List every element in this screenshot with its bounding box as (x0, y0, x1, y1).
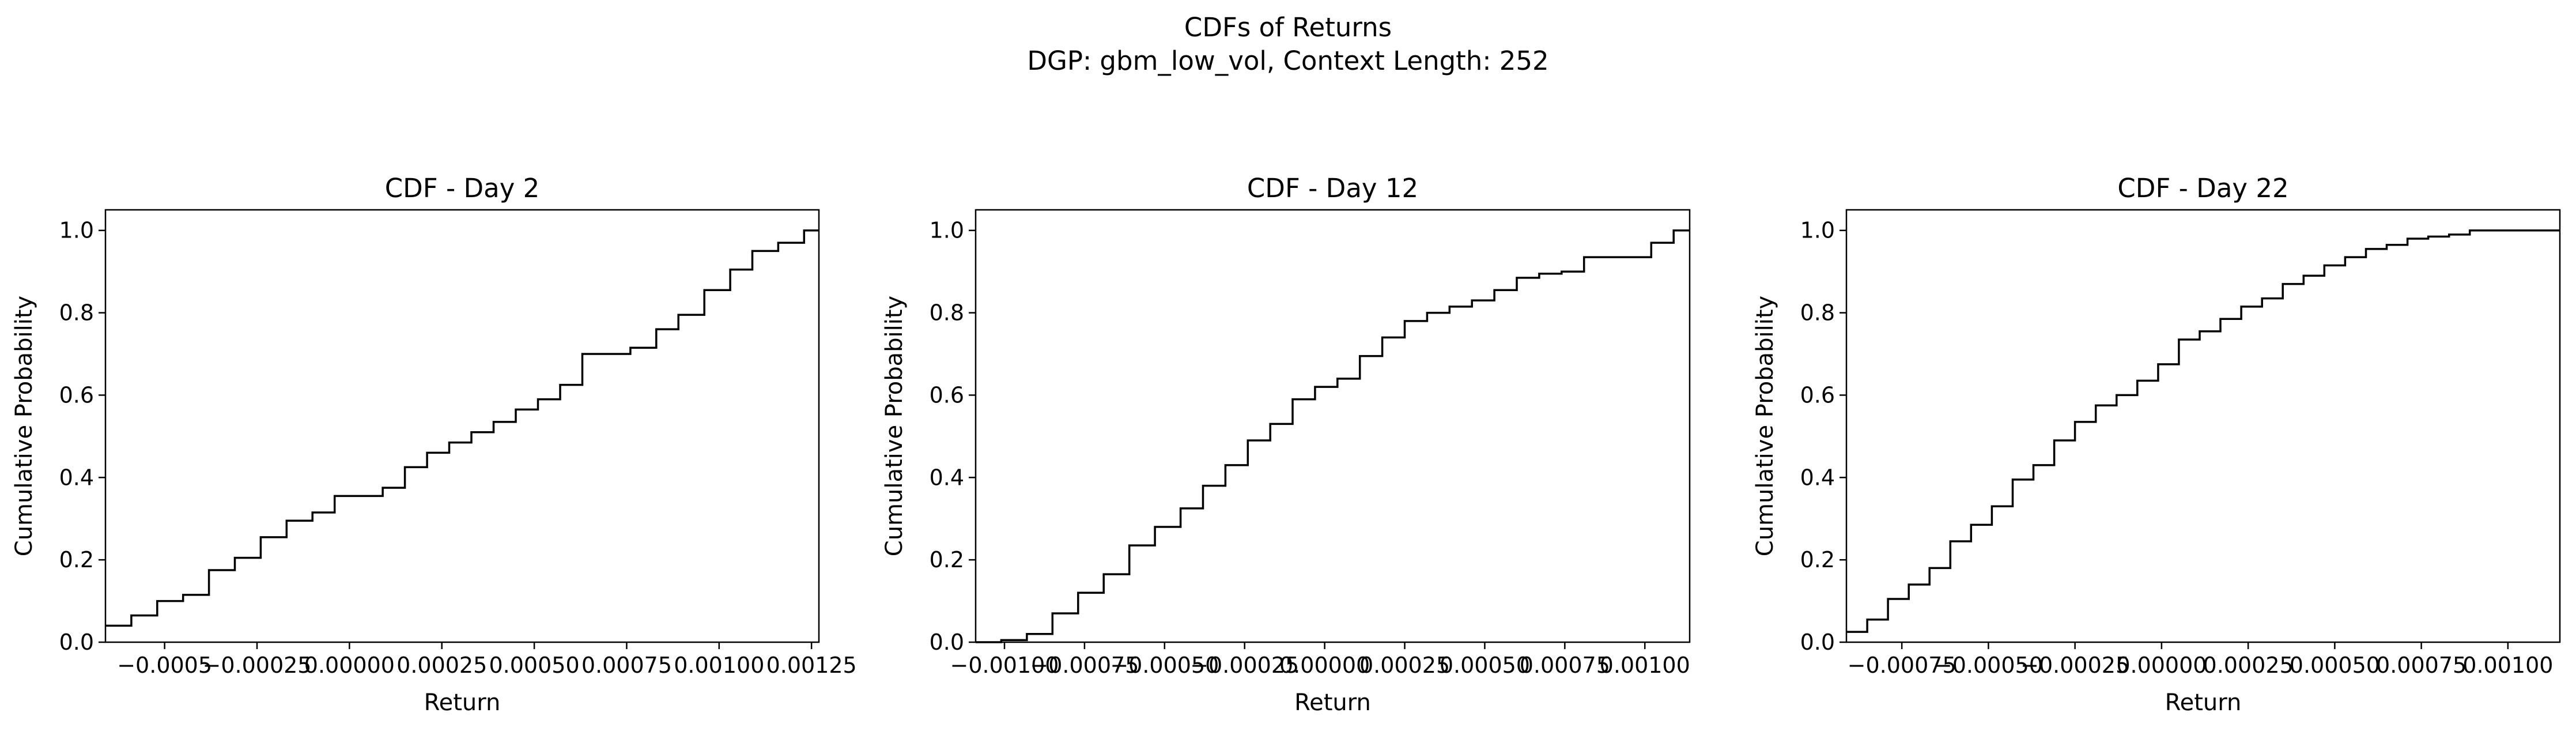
y-tick-label: 1.0 (1800, 218, 1835, 243)
x-tick-label: −0.00050 (1110, 653, 1219, 678)
y-tick-label: 0.4 (59, 465, 94, 490)
x-tick-label: 0.00100 (1600, 653, 1690, 678)
y-axis-label: Cumulative Probability (1752, 296, 1778, 556)
axes-frame (104, 209, 820, 643)
x-tick-label: 0.00000 (304, 653, 395, 678)
x-tick-label: 0.00050 (2290, 653, 2380, 678)
subplot-title: CDF - Day 12 (1247, 173, 1418, 203)
x-tick-label: −0.00025 (1190, 653, 1299, 678)
x-tick-label: 0.00075 (1520, 653, 1610, 678)
x-tick-label: −0.00050 (1934, 653, 2043, 678)
y-tick-label: 0.2 (930, 547, 964, 572)
y-tick-label: 1.0 (59, 218, 94, 243)
y-tick-label: 0.8 (930, 300, 964, 326)
x-tick-label: −0.00075 (1848, 653, 1956, 678)
x-tick-label: 0.00050 (489, 653, 580, 678)
x-axis-label: Return (1294, 689, 1371, 716)
y-tick-label: 1.0 (930, 218, 964, 243)
axes-frame (1845, 209, 2561, 643)
subplot-day-22: −0.00075−0.00050−0.000250.000000.000250.… (1752, 173, 2561, 716)
x-tick-label: −0.00025 (2020, 653, 2129, 678)
y-tick-label: 0.4 (1800, 465, 1835, 490)
cdf-step-line (105, 229, 819, 627)
x-tick-label: 0.00100 (674, 653, 764, 678)
x-tick-label: −0.00100 (950, 653, 1059, 678)
subplot-title: CDF - Day 22 (2117, 173, 2288, 203)
cdf-step-line (976, 229, 1690, 643)
x-axis-label: Return (2165, 689, 2242, 716)
x-tick-label: −0.0005 (117, 653, 212, 678)
axes-frame (975, 209, 1691, 643)
y-tick-label: 0.2 (1800, 547, 1835, 572)
x-tick-label: 0.00000 (2116, 653, 2207, 678)
x-tick-label: 0.00050 (1440, 653, 1530, 678)
y-tick-label: 0.4 (930, 465, 964, 490)
x-tick-label: 0.00025 (396, 653, 487, 678)
x-tick-label: 0.00025 (1359, 653, 1450, 678)
y-tick-label: 0.8 (1800, 300, 1835, 326)
y-axis-label: Cumulative Probability (881, 296, 908, 556)
y-tick-label: 0.6 (59, 382, 94, 408)
subplot-title: CDF - Day 2 (385, 173, 540, 203)
y-tick-label: 0.8 (59, 300, 94, 326)
y-tick-label: 0.0 (930, 630, 964, 655)
x-axis-label: Return (424, 689, 501, 716)
subplot-day-12: −0.00100−0.00075−0.00050−0.000250.000000… (881, 173, 1691, 716)
y-axis-label: Cumulative Probability (11, 296, 37, 556)
figure-title-line2: DGP: gbm_low_vol, Context Length: 252 (1027, 46, 1548, 76)
x-tick-label: −0.00025 (203, 653, 312, 678)
x-tick-label: 0.00025 (2203, 653, 2294, 678)
figure-title-line1: CDFs of Returns (1184, 12, 1392, 43)
x-tick-label: −0.00075 (1030, 653, 1139, 678)
x-tick-label: 0.00125 (766, 653, 857, 678)
cdf-step-line (1846, 229, 2560, 633)
x-tick-label: 0.00075 (2376, 653, 2467, 678)
y-tick-label: 0.0 (59, 630, 94, 655)
x-tick-label: 0.00075 (581, 653, 672, 678)
y-tick-label: 0.6 (1800, 382, 1835, 408)
y-tick-label: 0.0 (1800, 630, 1835, 655)
x-tick-label: 0.00000 (1279, 653, 1370, 678)
y-tick-label: 0.2 (59, 547, 94, 572)
x-tick-label: 0.00100 (2462, 653, 2553, 678)
y-tick-label: 0.6 (930, 382, 964, 408)
